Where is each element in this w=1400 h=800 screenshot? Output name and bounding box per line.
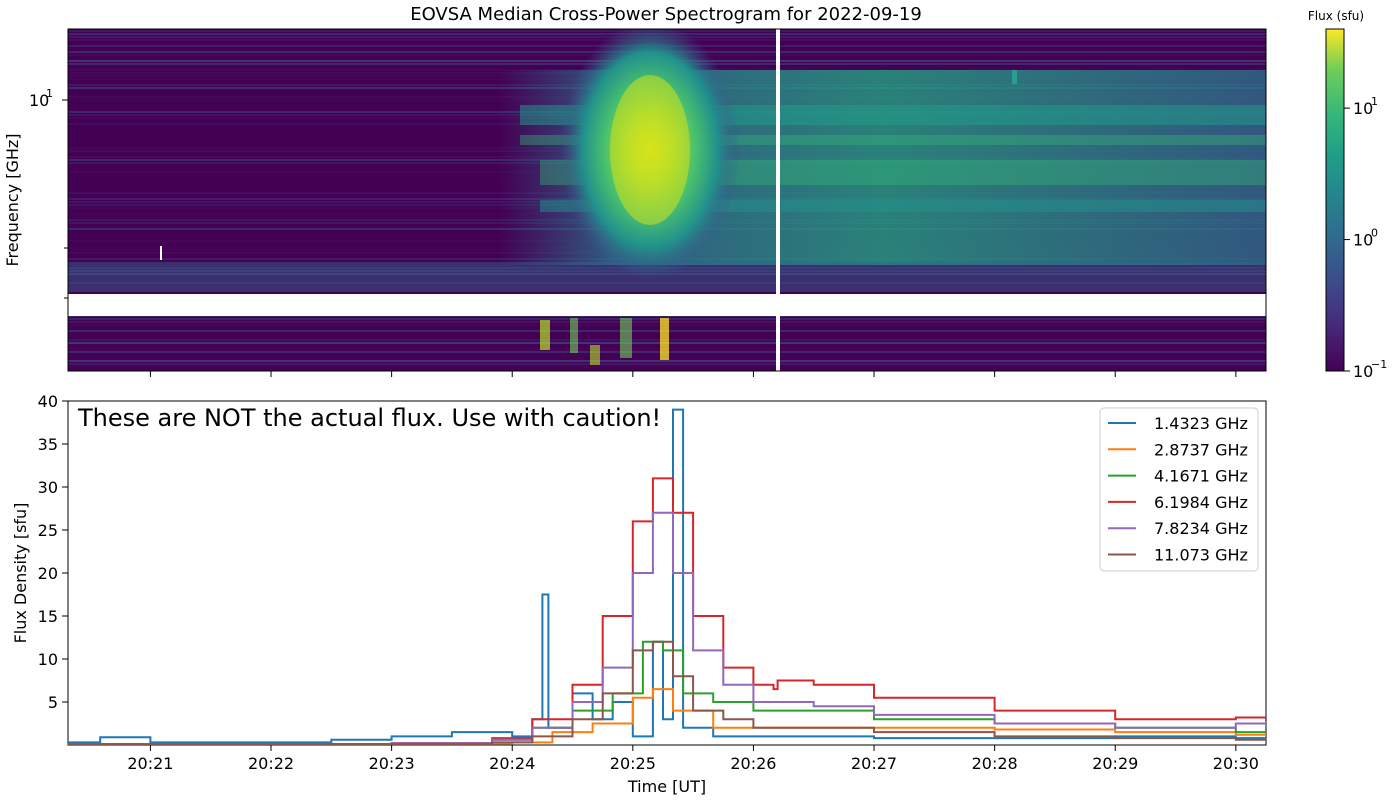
spectrogram-stripe [68,363,1266,365]
y-tick-label: 10 [38,650,58,669]
y-tick-label: 20 [38,564,58,583]
x-tick-label: 20:21 [127,754,173,773]
spectrogram-y-tick: 10 1 [29,87,68,299]
y-tick-label: 30 [38,478,58,497]
x-tick-label: 20:27 [851,754,897,773]
x-tick-label: 20:23 [369,754,415,773]
lightcurve-y-ticks: 5 10 15 20 25 30 35 40 [38,392,68,712]
legend-label: 11.073 GHz [1154,546,1248,565]
x-tick-label: 20:29 [1092,754,1138,773]
legend-label: 6.1984 GHz [1154,493,1248,512]
y-tick-label: 15 [38,607,58,626]
spectrogram-y-label: Frequency [GHz] [3,133,22,266]
spectrogram-stripe [68,288,1266,290]
svg-text:10: 10 [29,91,49,110]
legend-box [1099,407,1259,572]
y-tick-label: 5 [48,693,58,712]
caution-annotation: These are NOT the actual flux. Use with … [77,404,661,432]
lightcurve-plot [68,408,1266,745]
legend-label: 4.1671 GHz [1154,467,1248,486]
spectrogram-image [68,29,1266,371]
colorbar-tick-label: 10 [1353,231,1373,250]
colorbar-label: Flux (sfu) [1308,9,1364,23]
masked-frequency-band [68,294,1266,316]
legend-label: 1.4323 GHz [1154,414,1248,433]
legend: 1.4323 GHz 2.8737 GHz 4.1671 GHz 6.1984 GHz… [1099,407,1259,572]
spectrogram-x-ticks [149,371,1237,377]
svg-text:1: 1 [46,87,53,100]
spectrogram-stripe [68,282,1266,284]
x-tick-label: 20:30 [1213,754,1259,773]
series-line-1-4323-ghz [68,408,1266,744]
colorbar-tick-label: 10 [1353,362,1373,381]
y-tick-label: 35 [38,435,58,454]
x-tick-label: 20:28 [972,754,1018,773]
x-tick-label: 20:24 [489,754,535,773]
colorbar-tick-exponent: 0 [1371,227,1378,240]
legend-label: 7.8234 GHz [1154,519,1248,538]
lightcurve-y-label: Flux Density [sfu] [11,503,30,644]
spectrogram-title: EOVSA Median Cross-Power Spectrogram for… [410,4,922,25]
spectrogram-stripe [68,366,1266,368]
lightcurve-frame [67,400,1267,746]
colorbar-tick-exponent: 1 [1371,95,1378,108]
y-tick-label: 40 [38,392,58,411]
y-tick-label: 25 [38,521,58,540]
spectrogram-frame [67,28,1267,372]
lightcurve-x-ticks: 20:21 20:22 20:23 20:24 20:25 20:26 20:27 20:28… [127,745,1259,773]
series-line-7-8234-ghz [68,511,1266,745]
series-line-6-1984-ghz [68,477,1266,745]
series-line-11-073-ghz [68,640,1266,745]
spectrogram-stripe [68,360,1266,362]
colorbar-tick-label: 10 [1353,99,1373,118]
x-tick-label: 20:26 [730,754,776,773]
data-gap-line [776,29,780,371]
x-tick-label: 20:25 [610,754,656,773]
lightcurve-x-label: Time [UT] [627,777,706,796]
x-tick-label: 20:22 [248,754,294,773]
colorbar-tick-exponent: −1 [1371,358,1387,371]
legend-label: 2.8737 GHz [1154,440,1248,459]
colorbar-gradient [1325,28,1345,372]
